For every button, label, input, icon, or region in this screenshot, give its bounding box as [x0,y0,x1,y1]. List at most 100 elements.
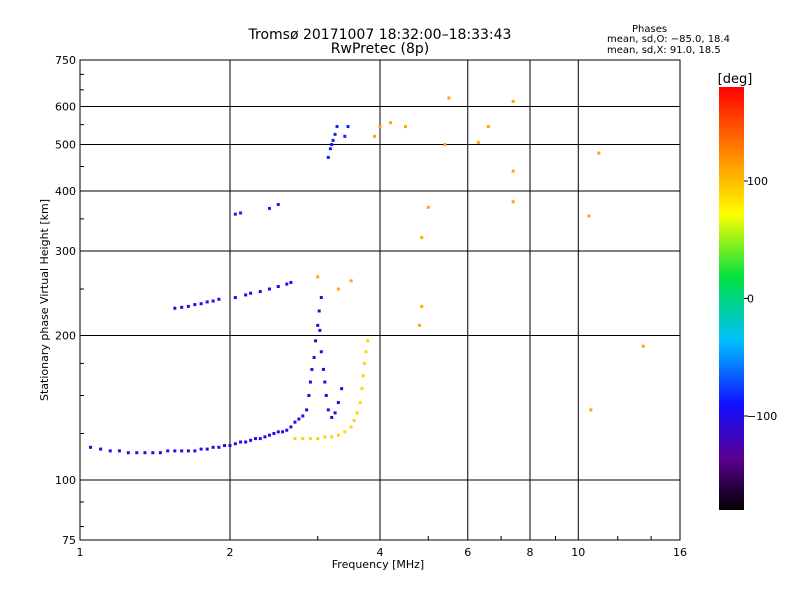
data-point [239,440,243,444]
chart-subtitle: RwPretec (8p) [330,41,430,57]
data-point [249,438,253,442]
data-point [316,323,320,327]
data-point [301,414,305,418]
data-point [211,299,215,303]
grid-lines [80,60,680,540]
y-tick-label: 500 [55,139,76,152]
data-point [193,303,197,307]
phases-o-mode-stats: mean, sd,O: −85.0, 18.4 [607,34,730,45]
data-point [324,394,328,398]
data-point [355,411,359,415]
data-point [349,425,353,429]
axis-ticks: 1 2 4 6 8 10 16 75 100 200 300 400 500 600 750 [55,54,687,559]
colorbar [719,87,744,510]
data-point [233,442,237,446]
data-point [373,134,377,138]
data-point [276,285,280,289]
data-point [366,339,370,343]
data-point [228,444,232,448]
data-point [263,435,267,439]
data-point [186,449,190,453]
y-tick-label: 100 [55,474,76,487]
data-point [323,380,327,384]
data-points [89,96,645,455]
x-tick-label: 16 [673,546,687,559]
data-point [258,290,262,294]
data-point [328,147,332,151]
data-point [340,387,344,391]
data-point [293,420,297,424]
data-point [349,279,353,283]
data-point [641,344,645,348]
data-point [358,401,362,405]
colorbar-ticks: 100 0 −100 [744,175,777,423]
data-point [233,212,237,216]
data-point [135,451,139,455]
data-point [364,350,368,354]
data-point [117,449,121,453]
colorbar-label: [deg] [718,72,753,87]
data-point [253,437,257,441]
data-point [346,125,350,129]
data-point [233,296,237,300]
data-point [89,445,93,449]
data-point [239,211,243,215]
x-tick-label: 6 [464,546,471,559]
data-point [447,96,451,100]
data-point [511,99,515,103]
y-axis-label: Stationary phase Virtual Height [km] [38,199,51,401]
y-tick-label: 200 [55,330,76,343]
data-point [317,309,321,313]
data-point [173,306,177,310]
data-point [314,339,318,343]
data-point [293,437,297,441]
data-point [318,328,322,332]
data-point [217,297,221,301]
data-point [486,125,490,129]
data-point [352,419,356,423]
data-point [589,408,593,412]
chart-title: Tromsø 20171007 18:32:00–18:33:43 [248,27,512,43]
data-point [331,138,335,142]
x-tick-label: 8 [527,546,534,559]
data-point [211,445,215,449]
data-point [143,451,147,455]
data-point [158,451,162,455]
data-point [336,287,340,291]
data-point [99,447,103,451]
data-point [330,143,334,147]
data-point [199,302,203,306]
x-tick-label: 1 [77,546,84,559]
y-tick-label: 75 [62,534,76,547]
data-point [316,275,320,279]
data-point [205,447,209,451]
colorbar-tick-label: 0 [747,293,754,306]
data-point [272,432,276,436]
data-point [267,433,271,437]
y-tick-label: 600 [55,101,76,114]
data-point [323,435,327,439]
data-point [180,449,184,453]
y-tick-label: 400 [55,185,76,198]
data-point [360,387,364,391]
phases-heading: Phases [632,24,668,35]
data-point [205,300,209,304]
data-point [319,296,323,300]
phases-x-mode-stats: mean, sd,X: 91.0, 18.5 [607,45,721,56]
data-point [267,287,271,291]
data-point [343,430,347,434]
y-tick-label: 750 [55,54,76,67]
data-point [193,449,197,453]
data-point [258,437,262,441]
data-point [285,282,289,286]
data-point [361,374,365,378]
data-point [244,293,248,297]
colorbar-tick-label: 100 [747,175,768,188]
data-point [180,305,184,309]
data-point [343,134,347,138]
data-point [289,280,293,284]
data-point [321,367,325,371]
data-point [362,361,366,365]
data-point [199,447,203,451]
